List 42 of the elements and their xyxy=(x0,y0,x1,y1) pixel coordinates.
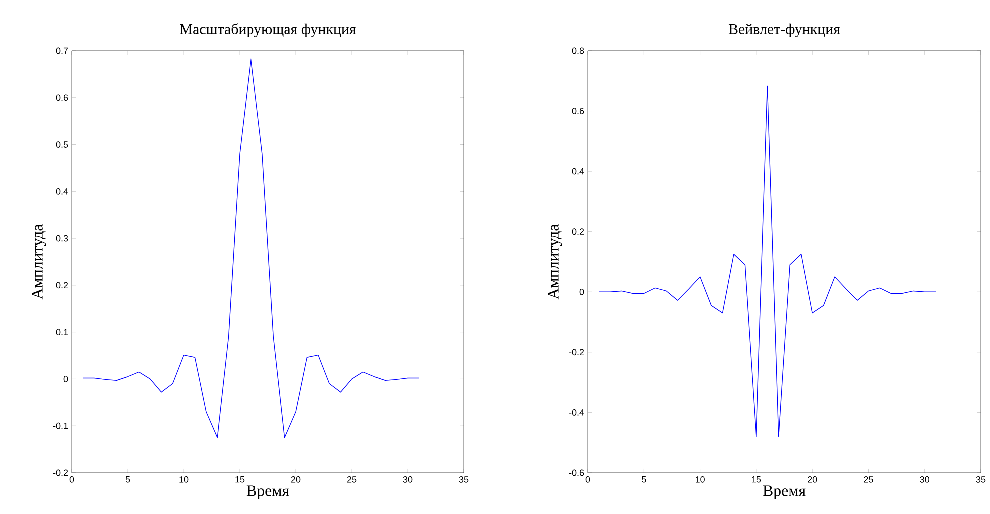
chart-title: Масштабирующая функция xyxy=(180,24,356,38)
y-tick-label: 0 xyxy=(64,376,68,382)
y-tick-label: 0.1 xyxy=(56,329,68,336)
x-tick-label: 35 xyxy=(976,476,986,483)
x-tick-label: 25 xyxy=(347,476,357,483)
x-tick-label: 20 xyxy=(808,476,818,483)
x-tick-label: 15 xyxy=(752,476,762,483)
x-tick-label: 30 xyxy=(403,476,413,483)
y-tick-label: 0.6 xyxy=(572,108,584,114)
x-axis-title: Время xyxy=(246,486,290,500)
y-axis-title: Амплитуда xyxy=(548,224,562,300)
line-series xyxy=(598,86,936,438)
y-axis-title: Амплитуда xyxy=(32,224,46,300)
x-tick-label: 10 xyxy=(180,476,189,483)
y-tick-label: 0 xyxy=(580,288,584,296)
y-tick-label: 0.7 xyxy=(56,48,68,54)
x-tick-label: 25 xyxy=(864,476,874,483)
y-tick-label: 0.4 xyxy=(56,188,68,195)
y-tick-label: 0.4 xyxy=(572,168,584,175)
x-axis-title: Время xyxy=(763,486,806,500)
y-tick-label: 0.2 xyxy=(572,228,584,236)
y-tick-label: -0.2 xyxy=(569,349,584,356)
x-tick-label: 0 xyxy=(70,476,74,483)
y-tick-label: 0.8 xyxy=(572,48,584,54)
chart-title: Вейвлет-функция xyxy=(728,24,840,38)
y-tick-label: 0.2 xyxy=(56,282,68,289)
y-tick-label: -0.6 xyxy=(569,470,584,476)
y-tick-label: -0.2 xyxy=(53,470,68,476)
x-tick-label: 5 xyxy=(642,476,646,483)
line-series xyxy=(82,58,420,438)
y-tick-label: 0.6 xyxy=(56,94,68,102)
x-tick-label: 15 xyxy=(236,476,245,483)
x-tick-label: 35 xyxy=(459,476,469,483)
x-tick-label: 10 xyxy=(696,476,705,483)
y-tick-label: -0.4 xyxy=(569,410,584,416)
x-tick-label: 20 xyxy=(291,476,301,483)
y-tick-label: -0.1 xyxy=(53,422,68,430)
x-tick-label: 5 xyxy=(126,476,130,483)
y-tick-label: 0.5 xyxy=(56,142,68,148)
y-tick-label: 0.3 xyxy=(56,235,68,242)
x-tick-label: 30 xyxy=(920,476,930,483)
x-tick-label: 0 xyxy=(586,476,590,483)
